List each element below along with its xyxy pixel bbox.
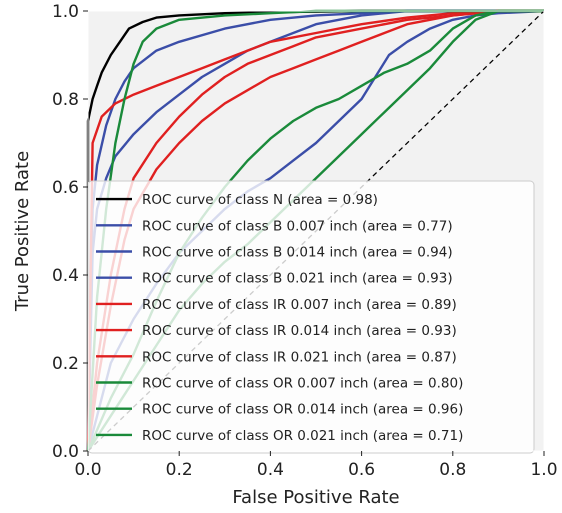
x-tick-label-0: 0.0	[74, 460, 101, 480]
roc-curve-4	[86, 9, 544, 452]
x-tick-label-1: 0.2	[166, 460, 193, 480]
y-tick-label-1: 0.2	[52, 354, 79, 374]
legend-label-1: ROC curve of class B 0.007 inch (area = …	[142, 218, 453, 234]
x-axis-ticks: 0.0 0.2 0.4 0.6 0.8 1.0	[74, 451, 558, 480]
y-tick-label-5: 1.0	[52, 2, 79, 22]
y-tick-label-0: 0.0	[52, 442, 79, 462]
x-axis-label: False Positive Rate	[232, 487, 399, 508]
legend-label-0: ROC curve of class N (area = 0.98)	[142, 192, 378, 208]
y-tick-label-3: 0.6	[52, 178, 79, 198]
legend-label-6: ROC curve of class IR 0.021 inch (area =…	[142, 349, 457, 365]
x-tick-label-4: 0.8	[439, 460, 466, 480]
y-tick-label-2: 0.4	[52, 266, 79, 286]
legend-label-4: ROC curve of class IR 0.007 inch (area =…	[142, 297, 457, 313]
legend-label-2: ROC curve of class B 0.014 inch (area = …	[142, 245, 453, 261]
x-tick-label-2: 0.4	[257, 460, 284, 480]
legend: ROC curve of class N (area = 0.98) ROC cu…	[87, 180, 535, 454]
plot-frame	[87, 10, 545, 452]
x-tick-label-5: 1.0	[530, 460, 557, 480]
y-axis-ticks: 0.0 0.2 0.4 0.6 0.8 1.0	[52, 2, 88, 462]
legend-label-7: ROC curve of class OR 0.007 inch (area =…	[142, 376, 463, 392]
x-tick-label-3: 0.6	[348, 460, 375, 480]
legend-label-3: ROC curve of class B 0.021 inch (area = …	[142, 271, 453, 287]
y-axis-label: True Positive Rate	[12, 151, 33, 312]
legend-label-5: ROC curve of class IR 0.014 inch (area =…	[142, 323, 457, 339]
legend-label-9: ROC curve of class OR 0.021 inch (area =…	[142, 428, 463, 444]
legend-label-8: ROC curve of class OR 0.014 inch (area =…	[142, 402, 463, 418]
y-tick-label-4: 0.8	[52, 90, 79, 110]
